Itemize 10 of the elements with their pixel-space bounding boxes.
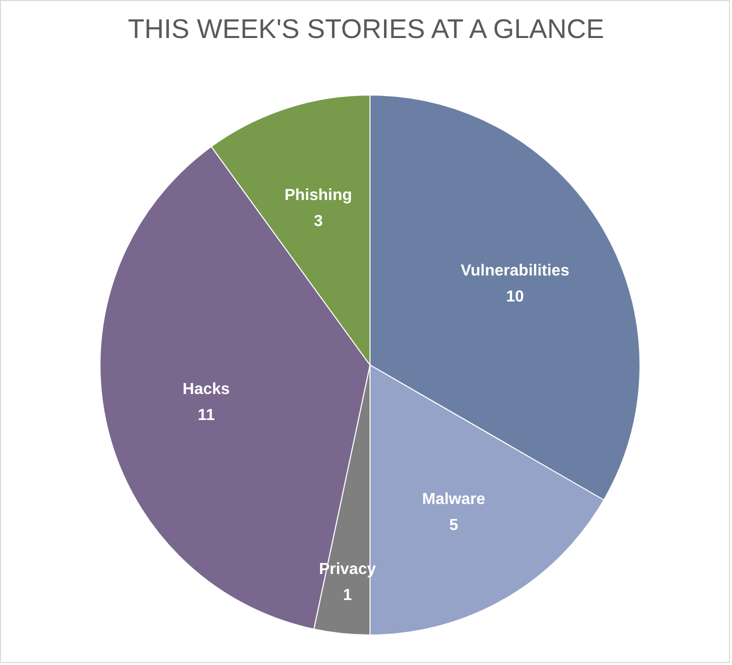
slice-label: Phishing bbox=[284, 186, 352, 204]
slice-label: Vulnerabilities bbox=[460, 262, 570, 280]
slice-label: Malware bbox=[422, 490, 486, 508]
chart-title: THIS WEEK'S STORIES AT A GLANCE bbox=[126, 14, 606, 45]
slice-label: Hacks bbox=[182, 380, 230, 398]
data-label: 10 bbox=[506, 288, 524, 306]
data-label: 11 bbox=[198, 406, 215, 424]
data-label: 3 bbox=[314, 212, 323, 230]
data-label: 1 bbox=[342, 586, 352, 604]
data-label: 5 bbox=[449, 516, 458, 534]
